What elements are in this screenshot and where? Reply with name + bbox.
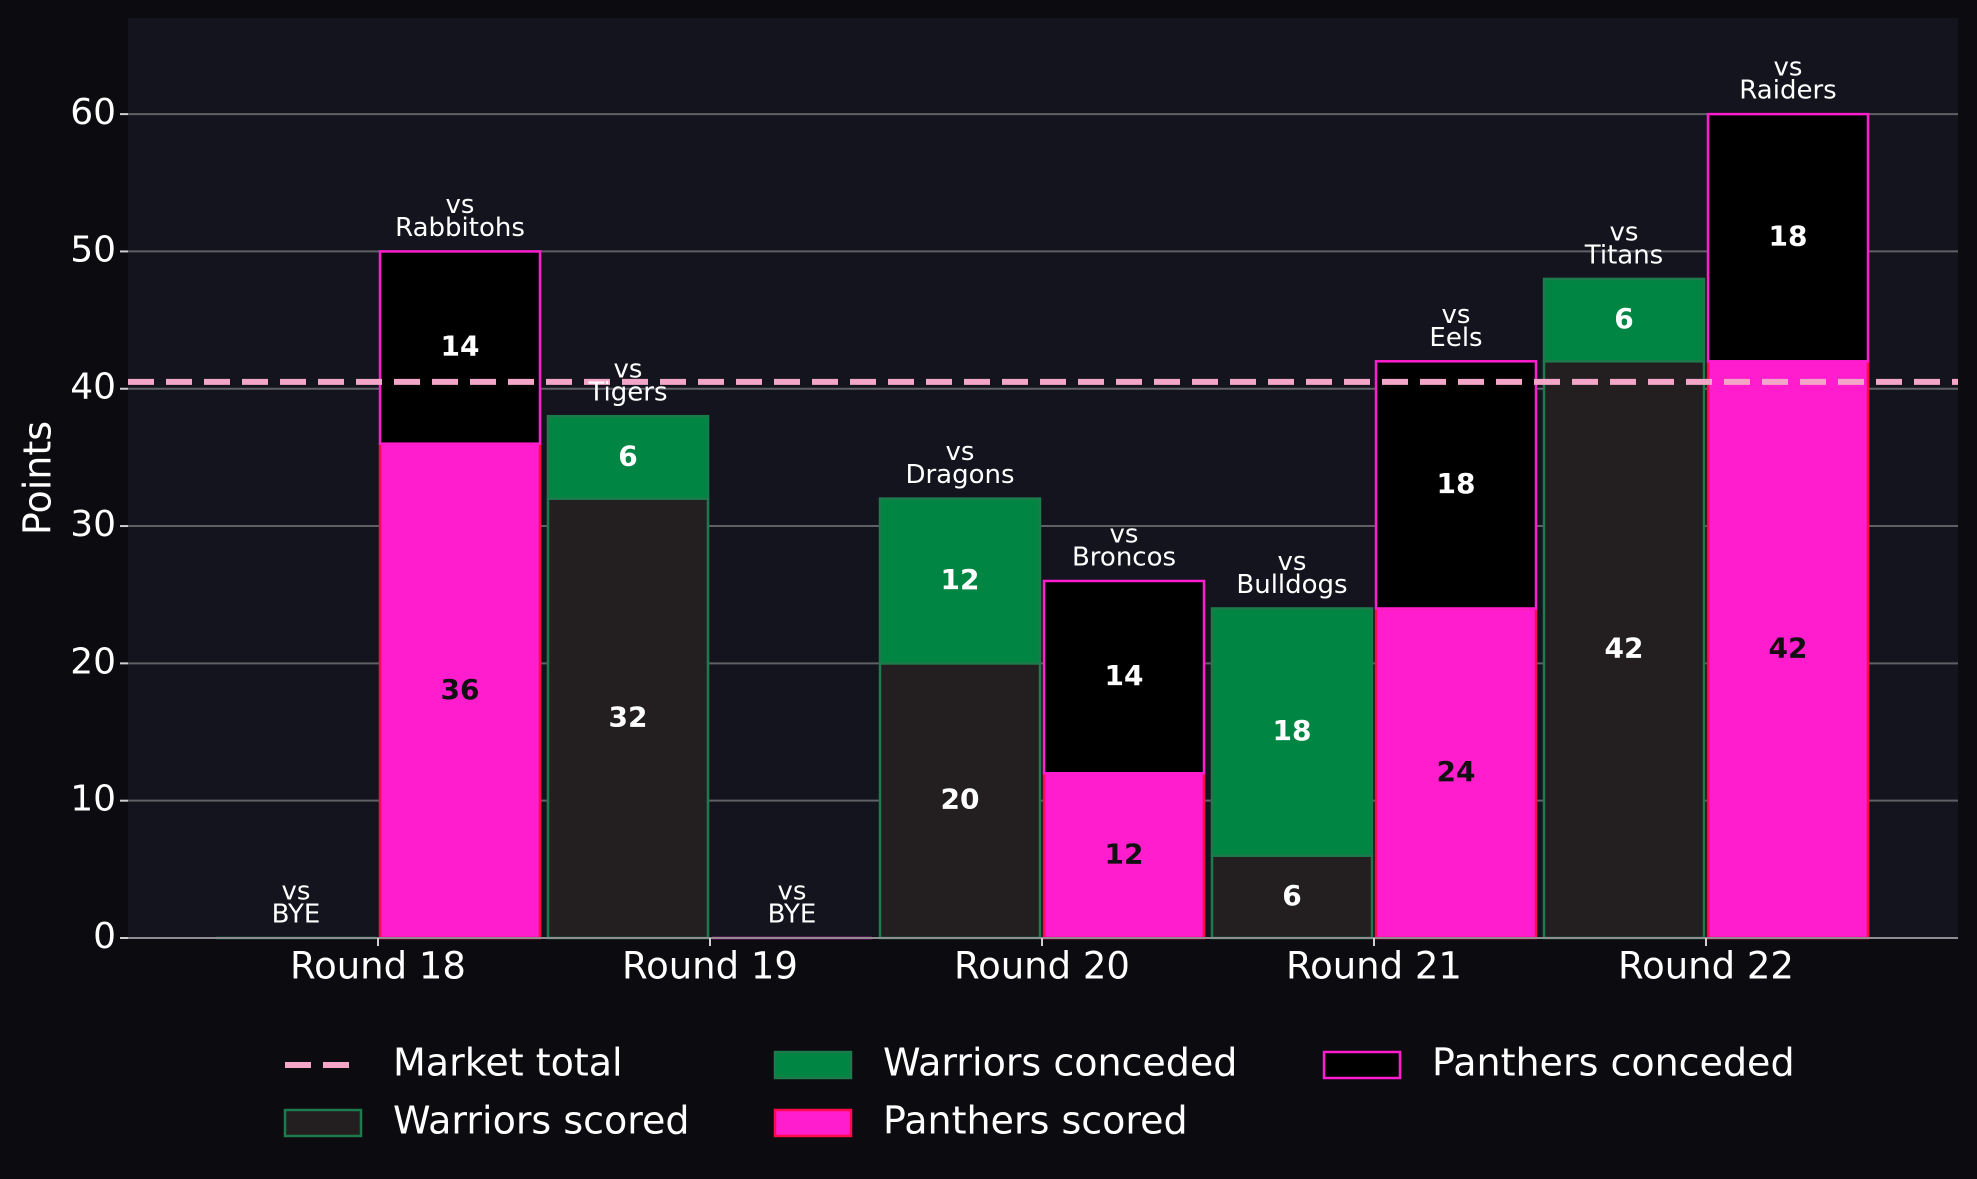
warriors-scored-bar <box>1542 360 1706 940</box>
panthers-scored-legend-swatch <box>773 1108 853 1138</box>
panthers-conceded-bar <box>1042 579 1206 775</box>
panthers-conceded-legend-swatch <box>1322 1050 1402 1080</box>
warriors-scored-bar <box>878 662 1042 940</box>
warriors-conceded-label: 6 <box>1614 302 1633 335</box>
axes: 0 10 20 30 40 50 60 Round 18 Round 19 Round 20 Rou… <box>70 92 1958 988</box>
vs-prefix: vs <box>614 355 643 385</box>
opponent-label: BYE <box>768 900 817 930</box>
warriors-scored-legend-label: Warriors scored <box>393 1099 690 1143</box>
warriors-conceded-bar <box>1542 277 1706 363</box>
y-tick-label: 20 <box>70 641 116 682</box>
warriors-scored-label: 42 <box>1605 632 1644 665</box>
x-tick-label: Round 19 <box>622 945 798 988</box>
warriors-conceded-label: 18 <box>1273 714 1312 747</box>
panthers-conceded-label: 18 <box>1437 467 1476 500</box>
warriors-scored-legend-swatch <box>283 1108 363 1138</box>
y-tick-label: 0 <box>93 916 116 957</box>
vs-prefix: vs <box>282 877 311 907</box>
panthers-conceded-bar <box>378 250 542 445</box>
vs-prefix: vs <box>1278 547 1307 577</box>
y-axis-label: Points <box>16 421 60 535</box>
warriors-conceded-bar <box>1210 607 1374 857</box>
opponent-label: Tigers <box>587 378 667 408</box>
warriors-scored-label: 32 <box>609 700 648 733</box>
warriors-scored-label: 6 <box>1282 879 1301 912</box>
panthers-scored-bar <box>378 442 542 940</box>
opponent-label: Bulldogs <box>1236 570 1347 600</box>
panthers-scored-bar <box>1042 771 1206 940</box>
opponent-label: BYE <box>272 900 321 930</box>
x-tick-label: Round 18 <box>290 945 466 988</box>
panthers-scored-label: 12 <box>1105 838 1144 871</box>
panthers-scored-legend-label: Panthers scored <box>883 1099 1188 1143</box>
y-tick-label: 60 <box>70 92 116 133</box>
panthers-conceded-bar <box>1374 360 1538 610</box>
panthers-scored-label: 42 <box>1769 632 1808 665</box>
vs-prefix: vs <box>1442 300 1471 330</box>
vs-prefix: vs <box>1774 53 1803 83</box>
vs-prefix: vs <box>1610 217 1639 247</box>
x-tick-label: Round 21 <box>1286 945 1462 988</box>
opponent-label: Dragons <box>905 460 1014 490</box>
opponent-label: Rabbitohs <box>395 213 525 243</box>
warriors-scored-label: 20 <box>941 783 980 816</box>
panthers-scored-label: 24 <box>1437 755 1476 788</box>
y-tick-label: 50 <box>70 229 116 270</box>
opponent-label: Broncos <box>1072 542 1176 572</box>
warriors-conceded-legend-swatch <box>773 1050 853 1080</box>
panthers-conceded-label: 18 <box>1769 220 1808 253</box>
x-tick-label: Round 22 <box>1618 945 1794 988</box>
bars <box>216 112 1870 940</box>
vs-prefix: vs <box>778 877 807 907</box>
warriors-scored-bar <box>546 497 710 940</box>
y-tick-label: 30 <box>70 504 116 545</box>
panthers-scored-bar <box>1706 360 1870 940</box>
opponent-label: Raiders <box>1739 76 1836 106</box>
panthers-conceded-label: 14 <box>441 330 480 363</box>
bar-labels: vsBYE326vsTigers2012vsDragons618vsBulldo… <box>272 53 1837 930</box>
legend: Market total Warriors scored Warriors conc… <box>283 1041 1795 1143</box>
warriors-scored-bar <box>1210 854 1374 940</box>
vs-prefix: vs <box>1110 519 1139 549</box>
panthers-conceded-bar <box>1706 112 1870 363</box>
opponent-label: Eels <box>1429 323 1482 353</box>
warriors-conceded-legend-label: Warriors conceded <box>883 1041 1237 1085</box>
y-tick-label: 10 <box>70 779 116 820</box>
warriors-conceded-label: 6 <box>618 439 637 472</box>
x-tick-label: Round 20 <box>954 945 1130 988</box>
market-total-legend-label: Market total <box>393 1041 623 1085</box>
y-tick-label: 40 <box>70 367 116 408</box>
panthers-scored-label: 36 <box>441 673 480 706</box>
vs-prefix: vs <box>946 437 975 467</box>
panthers-conceded-legend-label: Panthers conceded <box>1432 1041 1795 1085</box>
warriors-conceded-bar <box>546 414 710 500</box>
panthers-conceded-label: 14 <box>1105 659 1144 692</box>
warriors-conceded-label: 12 <box>941 563 980 596</box>
vs-prefix: vs <box>446 190 475 220</box>
warriors-conceded-bar <box>878 497 1042 665</box>
opponent-label: Titans <box>1584 240 1663 270</box>
